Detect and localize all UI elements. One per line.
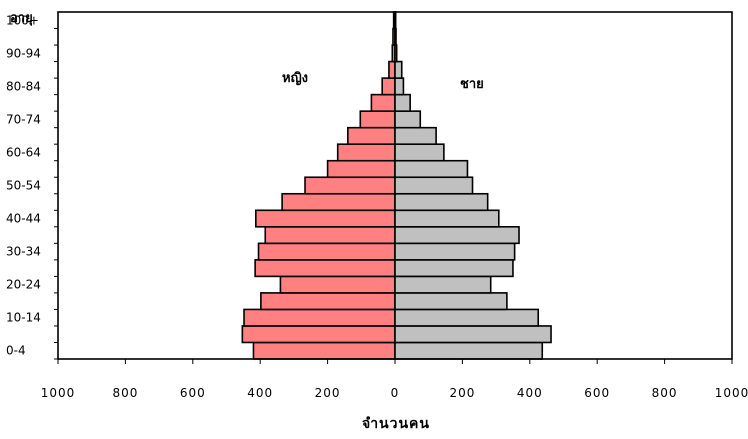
male-bar-70-74 <box>394 110 422 129</box>
male-bar-60-64 <box>394 143 445 162</box>
y-tick-label: 40-44 <box>6 212 41 226</box>
male-bar-30-34 <box>394 242 516 261</box>
male-bar-10-14 <box>394 308 540 327</box>
y-tick-label: 10-14 <box>6 311 41 325</box>
y-tick-label: 70-74 <box>6 112 41 126</box>
y-tick-label: 100+ <box>6 13 39 27</box>
female-bar-75-79 <box>370 93 396 112</box>
x-tick-label: 200 <box>315 386 341 400</box>
female-bar-25-29 <box>254 259 396 278</box>
male-bar-20-24 <box>394 275 492 294</box>
female-bar-80-84 <box>381 77 396 96</box>
male-bar-80-84 <box>394 77 405 96</box>
x-axis-title: จำนวนคน <box>362 416 430 432</box>
male-bar-50-54 <box>394 176 474 195</box>
x-tick-label: 0 <box>391 386 400 400</box>
x-tick-label: 800 <box>112 386 138 400</box>
y-axis-title: อายุ <box>10 11 33 26</box>
x-tick-label: 400 <box>517 386 543 400</box>
male-bar-25-29 <box>394 259 514 278</box>
male-bar-15-19 <box>394 292 508 311</box>
male-bar-5-9 <box>394 325 552 344</box>
male-bar-90-94 <box>394 44 398 63</box>
male-label: ชาย <box>460 77 484 92</box>
female-bar-15-19 <box>260 292 396 311</box>
y-tick-label: 60-64 <box>6 145 41 159</box>
female-bar-65-69 <box>347 126 396 145</box>
y-tick-label: 0-4 <box>6 344 26 358</box>
y-tick-label: 90-94 <box>6 46 41 60</box>
y-tick-label: 20-24 <box>6 278 41 292</box>
female-bar-20-24 <box>279 275 396 294</box>
x-tick-label: 400 <box>247 386 273 400</box>
female-bar-35-39 <box>264 226 396 245</box>
female-bar-55-59 <box>326 159 396 179</box>
female-bar-50-54 <box>304 176 396 195</box>
x-tick-label: 600 <box>180 386 206 400</box>
male-bar-55-59 <box>394 159 469 179</box>
x-tick-label: 200 <box>449 386 475 400</box>
male-bar-95-99 <box>394 27 397 46</box>
female-bars <box>241 11 396 360</box>
male-bar-0-4 <box>394 341 544 360</box>
male-bar-100+ <box>394 11 397 30</box>
male-bars <box>394 11 552 360</box>
female-bar-45-49 <box>281 192 396 212</box>
x-tick-label: 1000 <box>715 386 748 400</box>
x-tick-label: 800 <box>652 386 678 400</box>
male-bar-40-44 <box>394 209 500 228</box>
y-axis-ticks: 0-4 10-14 20-24 30-34 40-44 50-54 60-64 70-74 80… <box>6 13 58 360</box>
female-bar-60-64 <box>336 143 396 162</box>
female-bar-40-44 <box>255 209 396 228</box>
male-bar-35-39 <box>394 226 520 245</box>
female-bar-30-34 <box>257 242 396 261</box>
y-tick-label: 50-54 <box>6 179 41 193</box>
female-bar-10-14 <box>243 308 396 327</box>
female-bar-70-74 <box>359 110 396 129</box>
male-bar-75-79 <box>394 93 411 112</box>
y-tick-label: 30-34 <box>6 245 41 259</box>
female-bar-85-89 <box>388 60 396 79</box>
male-bar-85-89 <box>394 60 403 79</box>
x-axis-ticks: 1000 800 600 400 200 0 200 400 600 800 1000 <box>41 359 748 400</box>
male-bar-45-49 <box>394 192 489 212</box>
y-tick-label: 80-84 <box>6 79 41 93</box>
x-tick-label: 1000 <box>41 386 76 400</box>
female-label: หญิง <box>282 71 308 86</box>
x-tick-label: 600 <box>584 386 610 400</box>
female-bar-0-4 <box>252 341 396 360</box>
female-bar-5-9 <box>241 325 396 344</box>
male-bar-65-69 <box>394 126 437 145</box>
